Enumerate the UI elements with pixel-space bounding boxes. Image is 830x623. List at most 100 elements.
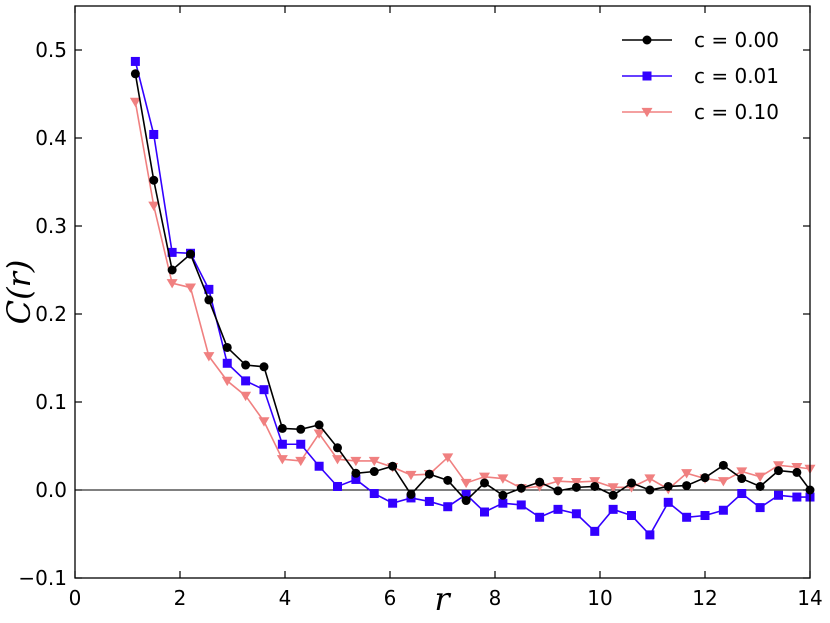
data-point [571, 482, 581, 492]
data-point [203, 352, 215, 362]
data-point [351, 474, 361, 484]
y-tick-label: 0.3 [35, 214, 67, 238]
data-point [240, 391, 252, 402]
data-point [259, 385, 269, 395]
data-point [166, 279, 178, 289]
data-point [700, 511, 710, 521]
x-tick-label: 6 [384, 586, 397, 610]
data-point [222, 358, 232, 368]
x-tick-label: 8 [489, 586, 502, 610]
data-point [369, 489, 379, 499]
data-point [754, 472, 766, 483]
legend-entry-3: c = 0.10 [622, 100, 779, 124]
tick-labels-layer: 0 2 4 6 8 10 12 14 −0.1 0.0 0.1 0.2 0.3 0.4 0.5 [18, 38, 822, 610]
data-point [755, 481, 765, 491]
series-line-2 [134, 61, 810, 537]
data-point [589, 477, 601, 487]
data-point [167, 265, 177, 275]
data-point [773, 461, 784, 471]
data-point [333, 443, 342, 453]
legend-marker [642, 35, 652, 45]
data-point [296, 439, 306, 449]
data-point [204, 284, 214, 294]
data-point [627, 511, 636, 521]
data-point [443, 502, 453, 512]
data-point [755, 503, 765, 513]
data-point [737, 474, 747, 484]
x-tick-label: 4 [279, 586, 292, 610]
data-point [241, 376, 251, 386]
data-point [497, 474, 509, 484]
legend-label: c = 0.00 [694, 28, 779, 52]
data-point [277, 423, 287, 433]
legend-entry-1: c = 0.00 [622, 28, 779, 52]
data-point [333, 481, 342, 491]
data-point [535, 512, 545, 522]
data-point [792, 492, 802, 502]
data-point [553, 486, 563, 496]
x-axis-label: r [434, 580, 451, 618]
plot-frame [74, 5, 811, 579]
data-point [222, 342, 232, 352]
x-tick-label: 0 [69, 586, 82, 610]
data-point [682, 481, 692, 491]
y-tick-label: 0.1 [35, 390, 67, 414]
data-point [461, 496, 471, 506]
data-point [388, 498, 398, 508]
x-tick-label: 2 [174, 586, 187, 610]
data-point [480, 478, 489, 488]
series-1 [130, 69, 815, 506]
data-point [424, 496, 434, 506]
data-point [314, 461, 324, 471]
data-point [295, 456, 307, 467]
data-point [406, 489, 416, 499]
y-axis-label: C(r) [0, 260, 38, 325]
data-point [129, 97, 141, 108]
data-point [130, 56, 140, 66]
data-point [259, 362, 269, 372]
data-point [149, 175, 159, 185]
y-tick-label: 0.2 [35, 302, 67, 326]
axes-layer [74, 5, 811, 579]
data-point [130, 69, 140, 79]
data-point [369, 467, 379, 477]
data-point [681, 469, 693, 479]
data-point [535, 477, 545, 487]
data-point [682, 512, 692, 522]
data-point [553, 504, 563, 514]
legend-marker [641, 107, 653, 118]
x-tick-label: 10 [587, 586, 612, 610]
data-point [204, 295, 214, 305]
data-point [737, 489, 747, 499]
y-tick-label: 0.5 [35, 38, 67, 62]
data-point [717, 477, 729, 487]
data-point [405, 470, 417, 481]
data-point [368, 456, 380, 467]
data-point [388, 461, 398, 471]
y-tick-label: 0.4 [35, 126, 67, 150]
x-tick-label: 12 [692, 586, 717, 610]
data-point [774, 490, 783, 500]
series-3 [129, 97, 816, 495]
data-point [607, 483, 619, 493]
data-point [424, 469, 434, 479]
data-point [313, 429, 325, 439]
data-point [627, 478, 636, 488]
data-point [167, 247, 177, 257]
data-point [718, 460, 728, 470]
data-point [774, 466, 783, 476]
data-point [663, 481, 673, 491]
data-point [718, 505, 728, 515]
data-point [258, 417, 270, 427]
data-point [350, 456, 362, 467]
data-point [645, 485, 655, 495]
data-point [516, 500, 526, 510]
series-layer [129, 56, 816, 540]
data-point [644, 474, 656, 484]
legend-label: c = 0.01 [694, 64, 779, 88]
series-line-1 [134, 73, 811, 502]
data-point [590, 526, 600, 536]
data-point [443, 475, 453, 485]
data-point [736, 467, 748, 477]
